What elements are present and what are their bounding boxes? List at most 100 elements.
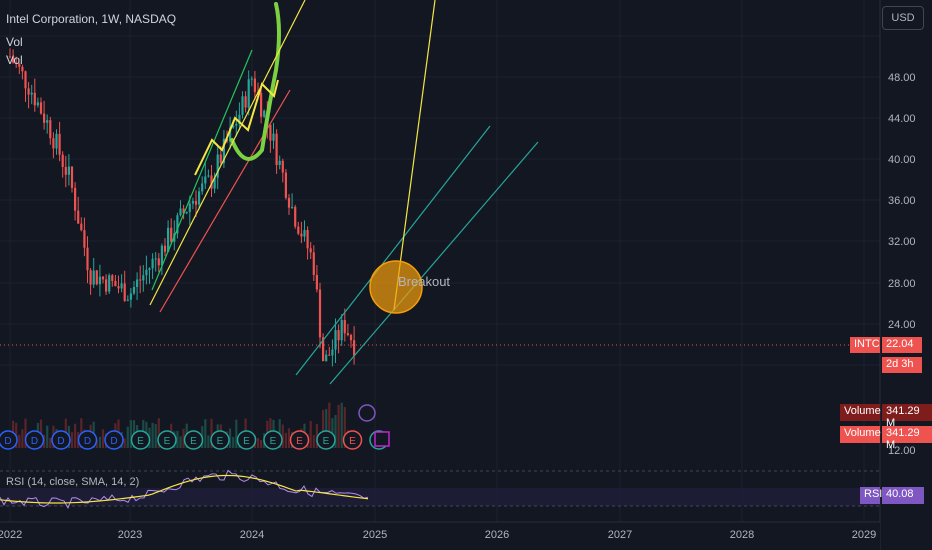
candle-body xyxy=(179,208,182,216)
time-tick-label: 2027 xyxy=(608,529,632,541)
candle-body xyxy=(21,66,24,72)
event-markers: DDDDDEEEEEEEEEE xyxy=(0,404,390,450)
volume-bar xyxy=(46,425,49,448)
time-tick-label: 2025 xyxy=(363,529,387,541)
volume-bar xyxy=(157,418,160,448)
earnings-marker-square xyxy=(374,431,390,447)
candle-body xyxy=(101,276,105,280)
candle-body xyxy=(278,160,281,166)
candle-body xyxy=(49,120,52,139)
volume-bar xyxy=(18,434,21,448)
event-marker-D xyxy=(51,430,71,450)
candle-body xyxy=(346,333,349,336)
candle-body xyxy=(309,248,312,253)
rsi-band xyxy=(0,488,880,506)
event-marker-D xyxy=(24,430,45,450)
candle-body xyxy=(297,226,300,234)
channel-lower xyxy=(329,141,539,385)
event-marker-letter: E xyxy=(270,436,277,447)
candle-body xyxy=(306,230,309,249)
volume-badge-value-2: 341.29 M xyxy=(882,426,932,451)
candle-body xyxy=(95,270,98,285)
candle-body xyxy=(340,320,343,341)
volume-bar xyxy=(207,435,210,448)
vol-label-1: Vol xyxy=(6,35,23,49)
rsi-ma-line xyxy=(0,474,369,504)
candle-body xyxy=(170,227,173,242)
candle-body xyxy=(272,133,275,141)
candle-body xyxy=(92,270,95,285)
candle-body xyxy=(275,133,278,166)
candle-body xyxy=(182,208,185,214)
candle-body xyxy=(43,113,46,123)
candle-body xyxy=(244,96,247,108)
candle-body xyxy=(216,154,219,178)
candle-body xyxy=(61,154,64,167)
candle-body xyxy=(328,354,331,356)
candle-body xyxy=(70,166,74,188)
candle-body xyxy=(105,279,108,292)
candle-body xyxy=(232,125,235,128)
price-tick-label: 12.00 xyxy=(888,445,916,457)
candle-body xyxy=(129,293,132,300)
candle-body xyxy=(353,340,356,356)
candle-body xyxy=(222,138,225,164)
candle-body xyxy=(55,133,58,149)
candle-body xyxy=(111,275,114,281)
candle-body xyxy=(349,335,353,341)
candle-body xyxy=(207,175,210,177)
event-marker-E xyxy=(130,430,151,450)
volume-bar xyxy=(95,439,98,448)
price-tick-label: 32.00 xyxy=(888,236,916,248)
candle-body xyxy=(33,92,36,106)
early-channel-lower xyxy=(159,89,291,313)
candle-body xyxy=(24,71,27,89)
time-tick-label: 2022 xyxy=(0,529,22,541)
candle-body xyxy=(80,223,83,231)
price-tick-label: 48.00 xyxy=(888,72,916,84)
breakout-circle xyxy=(369,260,423,314)
candle-body xyxy=(213,177,216,189)
candle-body xyxy=(77,210,80,224)
candle-body xyxy=(241,96,244,115)
candle-body xyxy=(291,206,294,208)
volume-bar xyxy=(210,418,213,448)
candle-body xyxy=(194,200,198,205)
candle-body xyxy=(253,78,256,93)
volume-bar xyxy=(232,436,235,448)
rsi-indicator-label: RSI (14, close, SMA, 14, 2) xyxy=(6,476,140,488)
candle-body xyxy=(8,56,12,58)
event-marker-letter: E xyxy=(190,436,197,447)
dividend-star-marker xyxy=(358,404,376,422)
countdown-badge: 2d 3h xyxy=(882,357,922,373)
volume-bar xyxy=(343,407,346,448)
candle-body xyxy=(74,187,77,211)
volume-bar xyxy=(325,409,328,448)
price-tick-label: 24.00 xyxy=(888,319,916,331)
candle-body xyxy=(322,337,325,362)
projection-line-2 xyxy=(393,0,436,311)
event-marker-E xyxy=(342,430,363,450)
price-axis-bg xyxy=(880,0,932,550)
volume-bar xyxy=(74,423,77,448)
candle-body xyxy=(312,252,315,275)
candle-body xyxy=(67,166,70,175)
last-price-badge: 22.04 xyxy=(882,337,922,353)
volume-bar xyxy=(284,432,287,448)
event-marker-E xyxy=(210,430,230,450)
price-tick-label: 40.00 xyxy=(888,154,916,166)
candle-body xyxy=(284,172,287,198)
event-marker-letter: E xyxy=(217,436,224,447)
candle-body xyxy=(163,245,167,252)
volume-bar xyxy=(179,436,182,448)
currency-button[interactable]: USD xyxy=(882,6,924,30)
candle-body xyxy=(269,124,272,141)
volume-bar xyxy=(123,438,126,448)
volume-bar xyxy=(98,436,101,448)
candle-body xyxy=(315,274,318,290)
volume-bar xyxy=(281,424,284,448)
candles xyxy=(8,48,356,367)
candle-body xyxy=(191,200,194,204)
